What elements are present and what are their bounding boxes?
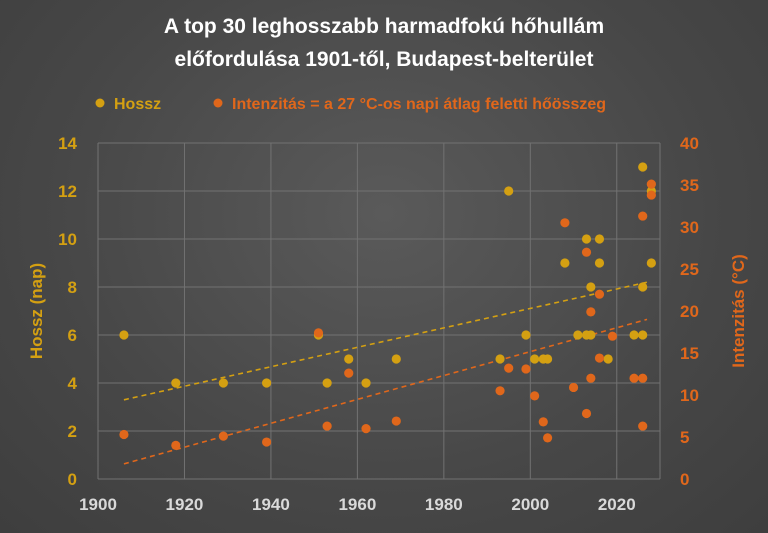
point-intenzitas <box>594 289 605 299</box>
legend-label-intenzitas: Intenzitás = a 27 °C-os napi átlag felet… <box>232 96 606 113</box>
left-tick-label: 0 <box>68 470 77 489</box>
point-intenzitas <box>530 391 540 401</box>
point-hossz <box>573 330 583 340</box>
point-intenzitas <box>495 386 505 396</box>
x-tick-label: 1980 <box>425 495 463 514</box>
point-intenzitas <box>638 211 648 221</box>
point-intenzitas <box>607 331 618 341</box>
trend-lines <box>123 281 648 465</box>
left-tick-label: 2 <box>68 422 77 441</box>
left-axis-title: Hossz (nap) <box>27 263 46 359</box>
point-intenzitas <box>391 416 401 426</box>
point-intenzitas <box>344 368 354 378</box>
point-hossz <box>560 258 570 268</box>
point-intenzitas <box>171 440 181 450</box>
point-intenzitas <box>538 417 548 427</box>
point-intenzitas <box>313 328 324 338</box>
left-tick-label: 4 <box>68 374 78 393</box>
right-tick-label: 0 <box>680 470 689 489</box>
right-tick-label: 20 <box>680 302 699 321</box>
point-intenzitas <box>119 429 129 440</box>
point-hossz <box>586 282 596 292</box>
x-tick-label: 2000 <box>511 495 549 514</box>
point-intenzitas <box>521 364 531 374</box>
point-intenzitas <box>586 373 596 383</box>
right-tick-label: 25 <box>680 260 699 279</box>
right-tick-label: 40 <box>680 134 699 153</box>
point-hossz <box>638 162 648 172</box>
point-hossz <box>322 378 332 388</box>
x-tick-label: 1940 <box>252 495 290 514</box>
left-tick-label: 10 <box>58 230 77 249</box>
point-hossz <box>361 378 371 388</box>
left-tick-label: 14 <box>58 134 77 153</box>
point-hossz <box>581 234 592 244</box>
x-axis-ticks: 1900 1920 1940 1960 1980 2000 2020 <box>79 495 636 514</box>
legend-marker-intenzitas <box>213 98 223 108</box>
point-hossz <box>629 330 639 340</box>
chart-title-line2: előfordulása 1901-től, Budapest-belterül… <box>175 48 594 71</box>
point-intenzitas <box>560 218 570 228</box>
left-tick-label: 8 <box>68 278 77 297</box>
point-hossz <box>344 354 354 364</box>
point-hossz <box>391 354 401 364</box>
point-hossz <box>586 330 596 340</box>
right-tick-label: 10 <box>680 386 699 405</box>
right-tick-label: 35 <box>680 176 699 195</box>
point-intenzitas <box>262 437 272 447</box>
legend: Hossz Intenzitás = a 27 °C-os napi átlag… <box>95 96 606 113</box>
legend-marker-hossz <box>95 98 105 108</box>
x-tick-label: 1920 <box>166 495 204 514</box>
right-tick-label: 30 <box>680 218 699 237</box>
point-hossz <box>594 234 605 244</box>
point-hossz <box>218 378 228 388</box>
x-tick-label: 1900 <box>79 495 117 514</box>
point-intenzitas <box>581 247 592 257</box>
right-axis-title: Intenzitás (°C) <box>729 254 748 368</box>
left-tick-label: 6 <box>68 326 77 345</box>
point-hossz <box>504 186 514 196</box>
point-intenzitas <box>504 363 514 373</box>
point-intenzitas <box>543 433 553 443</box>
chart-title-line1: A top 30 leghosszabb harmadfokú hőhullám <box>164 15 604 38</box>
point-hossz <box>603 354 613 364</box>
x-tick-label: 1960 <box>338 495 376 514</box>
point-hossz <box>262 378 272 388</box>
left-tick-label: 12 <box>58 182 77 201</box>
point-hossz <box>530 354 540 364</box>
point-intenzitas <box>638 421 648 431</box>
point-hossz <box>495 354 505 364</box>
trend-line-intenzitas <box>123 318 648 465</box>
data-points <box>119 162 656 450</box>
right-axis-ticks: 0 5 10 15 20 25 30 35 40 <box>680 134 699 489</box>
point-hossz <box>646 258 656 268</box>
point-intenzitas <box>646 190 656 200</box>
point-hossz <box>638 330 648 340</box>
point-hossz <box>171 378 181 388</box>
point-hossz <box>119 330 129 340</box>
point-intenzitas <box>361 424 371 434</box>
point-hossz <box>543 354 553 364</box>
point-intenzitas <box>568 382 579 393</box>
point-intenzitas <box>629 373 639 383</box>
point-hossz <box>638 282 648 292</box>
right-tick-label: 5 <box>680 428 689 447</box>
point-intenzitas <box>581 408 592 419</box>
grid <box>97 142 661 480</box>
point-intenzitas <box>322 421 332 431</box>
point-hossz <box>594 258 605 268</box>
point-intenzitas <box>594 353 605 363</box>
point-intenzitas <box>586 307 596 317</box>
point-intenzitas <box>646 179 656 189</box>
point-intenzitas <box>218 431 228 441</box>
left-axis-ticks: 0 2 4 6 8 10 12 14 <box>58 134 77 489</box>
right-tick-label: 15 <box>680 344 699 363</box>
point-intenzitas <box>638 373 648 383</box>
x-tick-label: 2020 <box>598 495 636 514</box>
legend-label-hossz: Hossz <box>114 96 161 113</box>
point-hossz <box>521 330 531 340</box>
